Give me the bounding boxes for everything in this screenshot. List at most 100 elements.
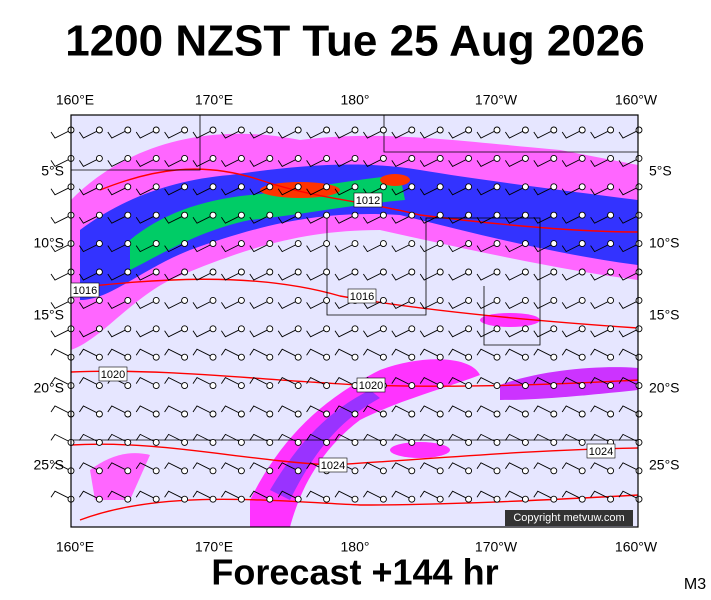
barb-station [465, 268, 473, 276]
barb-station [379, 410, 387, 418]
barb-station [237, 126, 245, 134]
barb-station [521, 154, 529, 162]
rain-area [90, 453, 150, 500]
barb [249, 129, 271, 139]
barb [561, 214, 583, 224]
barb [448, 129, 469, 139]
barb [221, 348, 242, 358]
barb [505, 214, 526, 224]
barb [590, 433, 611, 443]
barb [448, 433, 469, 443]
barb [277, 243, 299, 253]
barb [505, 157, 526, 167]
map-frame [70, 114, 639, 528]
barb-station [323, 353, 331, 361]
barb-station [237, 438, 245, 446]
barb-station [124, 126, 132, 134]
barb-station [493, 382, 501, 390]
barb-station [408, 240, 416, 248]
barb-station [181, 495, 189, 503]
barb [533, 157, 555, 167]
barb [249, 433, 271, 443]
barb [363, 271, 384, 281]
barb-station [408, 268, 416, 276]
barb [249, 243, 271, 253]
barb [50, 243, 72, 253]
barb-station [152, 211, 160, 219]
barb [277, 433, 299, 443]
barb [107, 299, 129, 309]
barb-station [323, 438, 331, 446]
top-longitude-label: 170°W [475, 92, 518, 108]
barb [334, 186, 356, 196]
barb [277, 214, 299, 224]
barb-station [237, 154, 245, 162]
barb [249, 490, 271, 500]
barb [363, 328, 384, 338]
barb [306, 157, 327, 167]
barb-station [294, 325, 302, 333]
barb-station [294, 268, 302, 276]
barb [476, 129, 498, 139]
barb [533, 186, 555, 196]
barb [334, 271, 356, 281]
barb-station [95, 467, 103, 475]
barb-station [95, 325, 103, 333]
barb-station [323, 126, 331, 134]
barb-station [521, 183, 529, 191]
barb-station [578, 154, 586, 162]
barb [249, 299, 271, 309]
left-latitude-label: 20°S [33, 380, 64, 396]
barb-station [152, 325, 160, 333]
barb [306, 433, 327, 443]
barb [561, 405, 583, 415]
copyright-box [505, 510, 633, 526]
barb [448, 377, 469, 387]
barb-station [635, 438, 643, 446]
barb-station [266, 353, 274, 361]
barb [590, 214, 611, 224]
barb-station [607, 325, 615, 333]
barb [561, 186, 583, 196]
barb [221, 129, 242, 139]
barb [277, 299, 299, 309]
barb-station [493, 495, 501, 503]
rain-area [80, 164, 638, 300]
barb [419, 328, 441, 338]
barb-station [266, 495, 274, 503]
barb [533, 271, 555, 281]
barb [192, 214, 214, 224]
barb-station [124, 268, 132, 276]
barb-station [635, 325, 643, 333]
barb-station [209, 154, 217, 162]
barb [363, 299, 384, 309]
barb-station [379, 183, 387, 191]
barb-station [578, 268, 586, 276]
barb-station [237, 495, 245, 503]
barb [561, 490, 583, 500]
barb-station [237, 410, 245, 418]
barb [135, 243, 157, 253]
barb [419, 271, 441, 281]
isobar-label: 1012 [356, 195, 380, 207]
barb [50, 186, 72, 196]
barb [334, 433, 356, 443]
barb-station [237, 325, 245, 333]
barb-station [521, 296, 529, 304]
barb [135, 129, 157, 139]
right-latitude-label: 15°S [649, 307, 680, 323]
barb [192, 462, 214, 472]
isobar-label: 1016 [350, 291, 374, 303]
barb-station [323, 382, 331, 390]
barb [561, 243, 583, 253]
barb [334, 328, 356, 338]
barb-station [266, 240, 274, 248]
barb-station [550, 495, 558, 503]
barb-station [294, 126, 302, 134]
barb [79, 328, 100, 338]
barb [306, 348, 327, 358]
barb-station [465, 126, 473, 134]
barb-station [351, 410, 359, 418]
barb [221, 214, 242, 224]
barb [306, 299, 327, 309]
